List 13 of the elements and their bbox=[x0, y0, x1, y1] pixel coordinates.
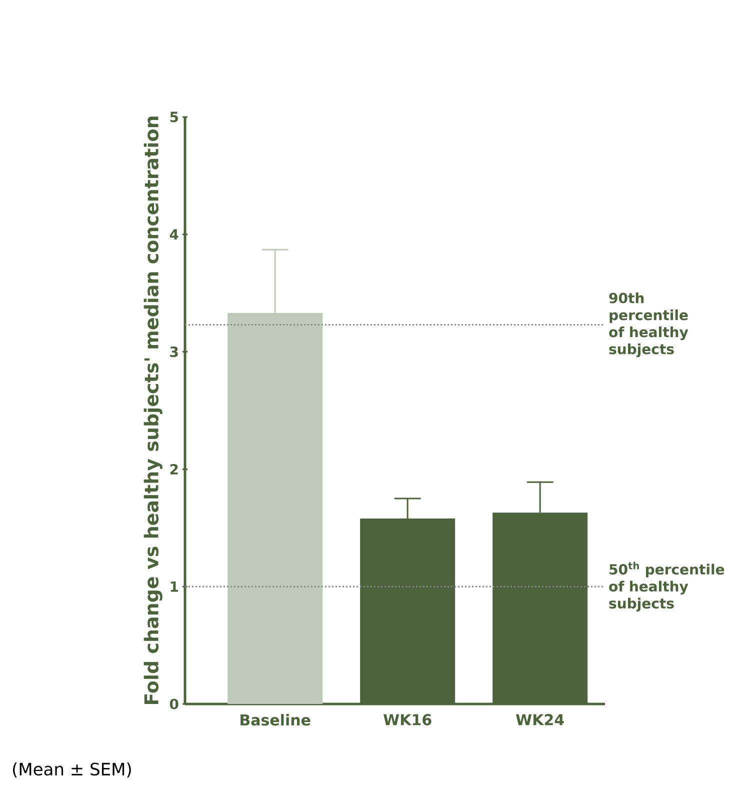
y-tick-label: 5 bbox=[170, 112, 178, 122]
y-tick-label: 2 bbox=[170, 464, 178, 474]
ref-line-label: 50$^{th}$ percentile of healthy subjects bbox=[609, 562, 724, 612]
y-tick-label: 3 bbox=[170, 346, 178, 358]
y-tick-label: 4 bbox=[170, 229, 178, 240]
y-axis-title: Fold change vs healthy subjects' median concentration bbox=[144, 116, 162, 704]
x-tick-label: WK24 bbox=[516, 714, 564, 726]
x-tick-label: WK16 bbox=[384, 714, 432, 726]
x-tick-label: Baseline bbox=[240, 714, 310, 726]
y-tick-label: 0 bbox=[170, 698, 178, 710]
y-tick-label: 1 bbox=[170, 581, 178, 592]
text: (Mean ± SEM) bbox=[12, 762, 131, 778]
ref-line-label: 90th percentile of healthy subjects bbox=[609, 292, 688, 358]
